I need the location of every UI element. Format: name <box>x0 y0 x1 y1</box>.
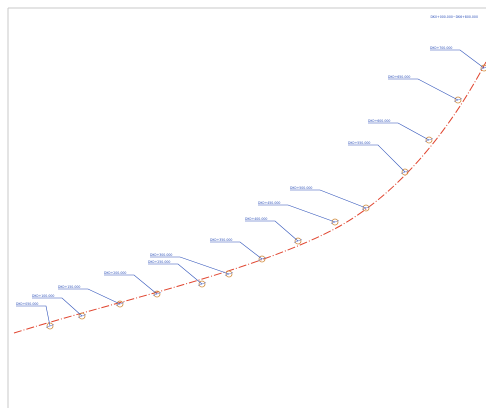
leader-line <box>368 122 430 141</box>
leader-line <box>258 204 336 223</box>
station-marker <box>294 237 302 245</box>
leader-line <box>104 274 158 295</box>
drawing-title: DK0+000.000~DK6+800.000 <box>430 15 478 19</box>
alignment-curve <box>13 61 486 334</box>
station-marker <box>225 270 233 278</box>
leader-line <box>245 220 299 242</box>
station-label: DK0+050.000 <box>16 302 38 306</box>
station-label: DK0+550.000 <box>348 141 370 145</box>
station-marker <box>362 204 370 212</box>
station-marker <box>116 300 124 308</box>
station-marker <box>425 136 433 144</box>
leader-line <box>210 241 263 260</box>
leader-line <box>388 78 459 101</box>
station-marker <box>198 280 206 288</box>
station-marker <box>258 255 266 263</box>
station-label: DK0+700.000 <box>430 46 452 50</box>
station-marker <box>331 218 339 226</box>
leader-line <box>58 288 121 305</box>
station-marker <box>78 312 86 320</box>
station-marker <box>46 322 54 330</box>
leader-line <box>348 144 406 173</box>
leader-line <box>290 189 367 209</box>
station-label: DK0+450.000 <box>258 201 280 205</box>
station-label: DK0+150.000 <box>58 285 80 289</box>
leader-line <box>430 49 485 69</box>
leader-line <box>148 263 203 285</box>
station-label: DK0+350.000 <box>210 238 232 242</box>
station-label: DK0+600.000 <box>368 119 390 123</box>
stations: DK0+050.000 DK0+100.000 DK0+150.000 DK0+200… <box>16 46 486 330</box>
station-label: DK0+250.000 <box>148 260 170 264</box>
station-label: DK0+400.000 <box>245 217 267 221</box>
station-label: DK0+500.000 <box>290 186 312 190</box>
station-label: DK0+650.000 <box>388 75 410 79</box>
leader-line <box>32 297 83 317</box>
station-label: DK0+300.000 <box>150 253 172 257</box>
leader-line <box>150 256 230 275</box>
station-marker <box>401 168 409 176</box>
station-label: DK0+100.000 <box>32 294 54 298</box>
station-marker <box>153 290 161 298</box>
station-label: DK0+200.000 <box>104 271 126 275</box>
frame <box>7 7 486 408</box>
leader-line <box>16 305 51 327</box>
station-marker <box>454 96 462 104</box>
station-marker <box>480 64 486 72</box>
